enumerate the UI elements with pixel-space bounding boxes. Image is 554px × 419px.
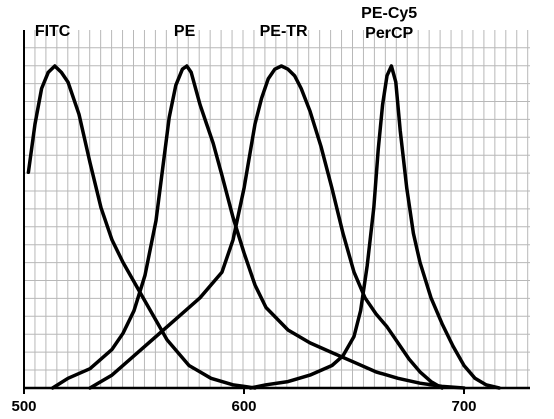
series-label: PE-TR	[260, 23, 308, 40]
series-lines	[26, 64, 501, 390]
series-line-pe	[50, 64, 466, 390]
series-line-pe-cy5-percp	[248, 64, 501, 390]
series-label: PerCP	[365, 25, 413, 42]
series-label: PE	[174, 23, 196, 40]
x-tick-label: 700	[451, 398, 476, 415]
x-tick-label: 500	[11, 398, 36, 415]
x-tick-labels: 500 600 700	[11, 388, 477, 415]
series-label: PE-Cy5	[361, 5, 417, 22]
x-tick-label: 600	[231, 398, 256, 415]
series-line-fitc	[26, 64, 257, 390]
axes	[23, 30, 530, 390]
gridlines	[24, 30, 530, 388]
series-label: FITC	[35, 23, 71, 40]
series-line-pe-tr	[88, 64, 444, 390]
series-labels: FITC PE PE-TR PE-Cy5 PerCP	[35, 5, 417, 42]
